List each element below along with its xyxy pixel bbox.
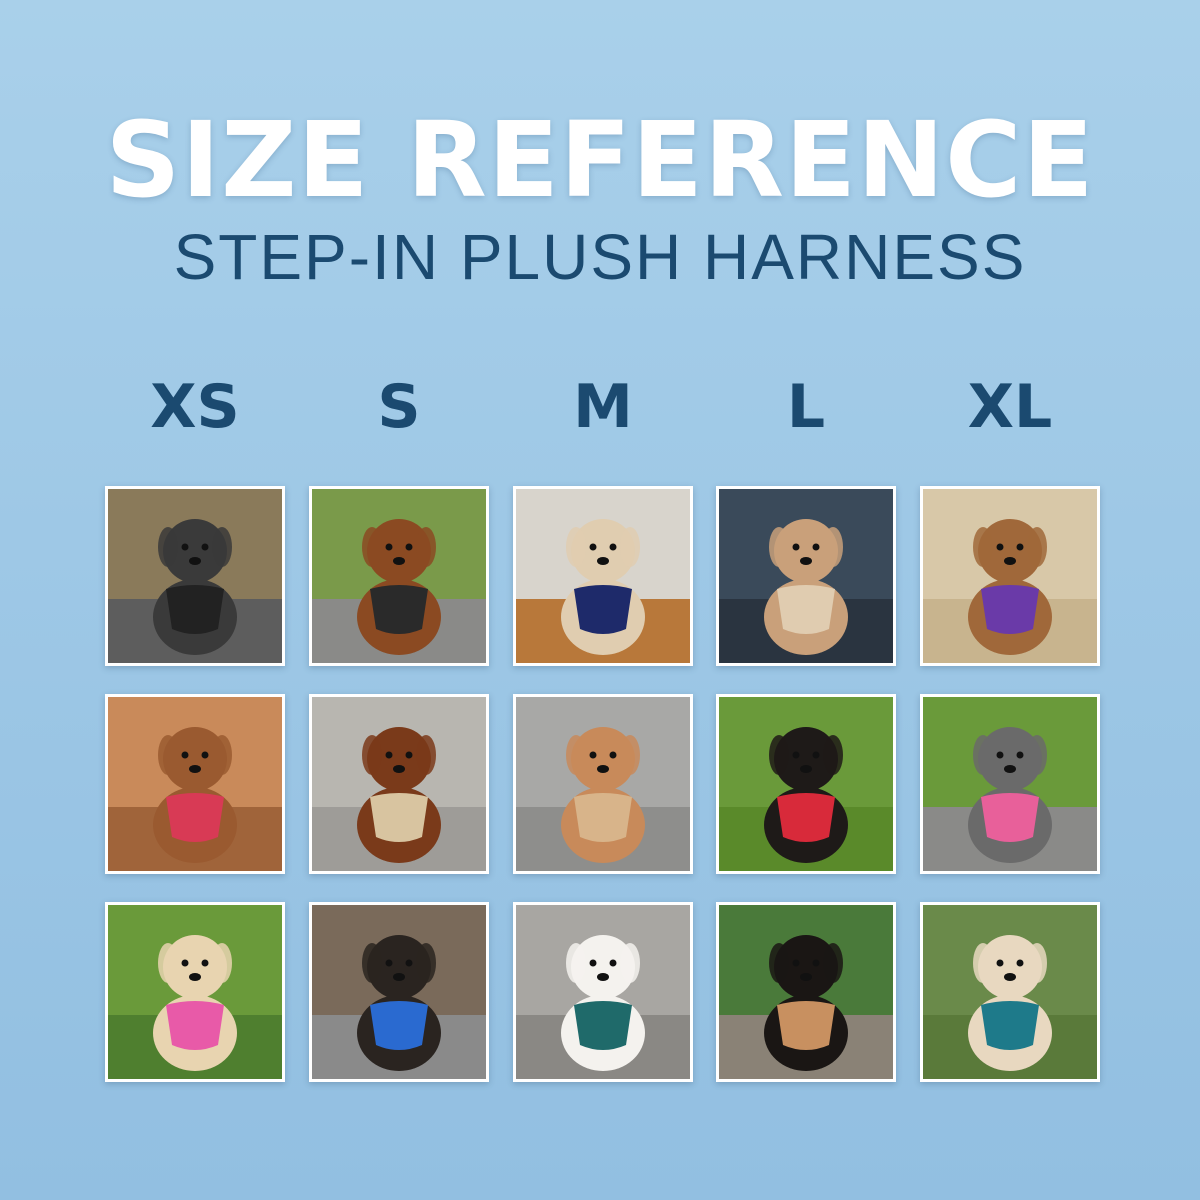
dog-photo-l-1 [716, 486, 896, 666]
dog-photo-image [312, 905, 486, 1079]
dog-photo-xs-1 [105, 486, 285, 666]
page-subtitle: STEP-IN PLUSH HARNESS [173, 221, 1027, 293]
size-label-l: L [786, 372, 826, 442]
dog-photo-image [108, 697, 282, 871]
dog-photo-xl-1 [920, 486, 1100, 666]
dog-photo-image [923, 697, 1097, 871]
size-label-m: M [573, 372, 633, 442]
dog-photo-image [516, 697, 690, 871]
dog-photo-image [108, 905, 282, 1079]
dog-photo-l-3 [716, 902, 896, 1082]
dog-photo-image [108, 489, 282, 663]
dog-photo-xs-2 [105, 694, 285, 874]
dog-photo-image [516, 905, 690, 1079]
size-label-xl: XL [967, 372, 1053, 442]
dog-photo-s-2 [309, 694, 489, 874]
dog-photo-image [923, 489, 1097, 663]
dog-photo-xl-3 [920, 902, 1100, 1082]
dog-photo-m-1 [513, 486, 693, 666]
dog-photo-image [719, 489, 893, 663]
page-title: SIZE REFERENCE [105, 99, 1095, 221]
dog-photo-image [312, 489, 486, 663]
dog-photo-image [923, 905, 1097, 1079]
dog-photo-image [312, 697, 486, 871]
dog-photo-l-2 [716, 694, 896, 874]
dog-photo-image [516, 489, 690, 663]
dog-photo-m-2 [513, 694, 693, 874]
size-label-xs: XS [150, 372, 240, 442]
dog-photo-image [719, 905, 893, 1079]
dog-photo-s-1 [309, 486, 489, 666]
dog-photo-m-3 [513, 902, 693, 1082]
dog-photo-image [719, 697, 893, 871]
dog-photo-s-3 [309, 902, 489, 1082]
dog-photo-xs-3 [105, 902, 285, 1082]
dog-photo-xl-2 [920, 694, 1100, 874]
size-label-s: S [377, 372, 421, 442]
